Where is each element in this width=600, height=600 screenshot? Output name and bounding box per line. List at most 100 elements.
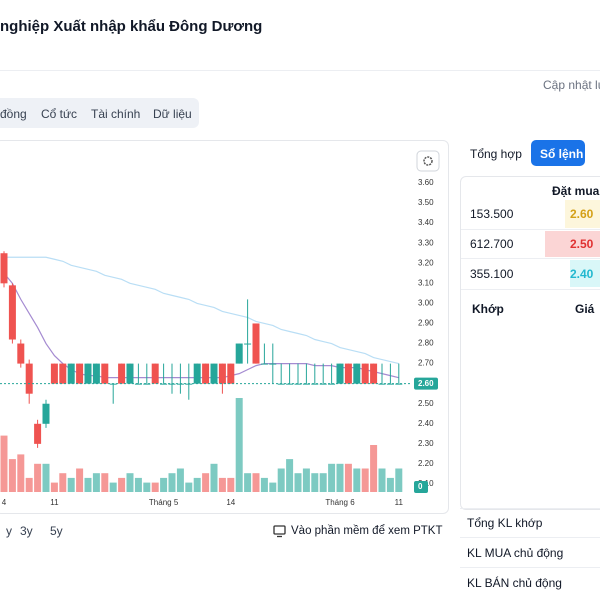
y-tick-label: 2.40	[418, 419, 434, 428]
candle-body	[252, 323, 260, 364]
candle-body	[59, 363, 67, 384]
candle-body	[361, 363, 369, 384]
candle-body	[42, 403, 50, 424]
candle-body	[151, 363, 159, 384]
bid-price: 2.40	[570, 267, 594, 281]
bid-volume: 355.100	[470, 267, 514, 281]
match-header: Khớp	[472, 302, 504, 316]
volume-bar	[134, 477, 142, 492]
volume-bar	[227, 477, 235, 492]
price-bg	[545, 231, 600, 257]
divider	[461, 258, 600, 259]
candle-body	[34, 423, 42, 444]
summary-label: Tổng KL khớp	[467, 516, 543, 530]
y-tick-label: 2.90	[418, 319, 434, 328]
x-tick-label: 14	[226, 498, 235, 507]
range-button[interactable]: y	[6, 524, 12, 538]
volume-bar	[269, 482, 277, 492]
volume-bar	[34, 463, 42, 492]
candle-body	[17, 343, 25, 364]
candle-body	[210, 363, 218, 384]
volume-bar	[42, 463, 50, 492]
tab[interactable]: đồng	[0, 107, 27, 121]
tab[interactable]: Tài chính	[91, 107, 141, 121]
x-tick-label: 11	[395, 498, 404, 507]
volume-bar	[126, 473, 134, 492]
candle-body	[193, 363, 201, 384]
summary-label: KL BÁN chủ động	[467, 576, 562, 590]
candle-body	[84, 363, 92, 384]
volume-bar	[17, 454, 25, 492]
ptkt-link[interactable]: Vào phần mềm để xem PTKT	[291, 525, 443, 537]
last-price-tag	[414, 377, 438, 390]
volume-bar	[176, 468, 184, 492]
x-tick-label: 4	[2, 498, 7, 507]
y-tick-label: 3.60	[418, 178, 434, 187]
divider	[460, 537, 600, 538]
candle-body	[302, 383, 310, 385]
volume-bar	[67, 477, 75, 492]
tab-bar	[0, 98, 199, 128]
volume-bar	[202, 473, 210, 492]
divider	[460, 508, 600, 509]
gear-icon	[423, 156, 433, 166]
volume-bar	[218, 477, 226, 492]
candle-body	[92, 363, 100, 384]
range-button[interactable]: 3y	[20, 524, 33, 538]
volume-bar	[185, 482, 193, 492]
candle-body	[336, 363, 344, 384]
tab[interactable]: Dữ liệu	[153, 107, 192, 121]
monitor-icon	[273, 525, 286, 538]
panel-tab[interactable]: Tổng hợp	[470, 147, 522, 161]
volume-bar	[118, 477, 126, 492]
candle-body	[319, 383, 327, 385]
volume-bar	[395, 468, 403, 492]
price-bg	[570, 260, 600, 287]
volume-bar	[302, 468, 310, 492]
volume-tag	[414, 481, 428, 493]
candle-body	[76, 363, 84, 384]
range-button[interactable]: 5y	[50, 524, 63, 538]
volume-bar	[143, 482, 151, 492]
candle-body	[260, 363, 268, 365]
volume-bar	[361, 468, 369, 492]
x-tick-label: 11	[50, 498, 59, 507]
volume-bar	[235, 398, 243, 492]
candle-body	[160, 383, 168, 385]
y-tick-label: 3.30	[418, 238, 434, 247]
settings-button[interactable]	[416, 150, 440, 172]
y-tick-label: 3.40	[418, 218, 434, 227]
page-title: nghiệp Xuất nhập khẩu Đông Dương	[0, 18, 263, 35]
volume-bar	[286, 459, 294, 492]
y-tick-label: 2.80	[418, 339, 434, 348]
panel-tab[interactable]: Sổ lệnh	[540, 147, 584, 161]
volume-bar	[84, 477, 92, 492]
volume-bar	[277, 468, 285, 492]
candle-body	[395, 383, 403, 385]
candle-body	[134, 383, 142, 385]
y-tick-label: 2.70	[418, 359, 434, 368]
volume-bar	[8, 459, 16, 492]
active-tab-bg	[531, 140, 585, 166]
volume-bar	[101, 473, 109, 492]
volume-bar	[210, 463, 218, 492]
y-tick-label: 2.50	[418, 399, 434, 408]
volume-bar	[76, 468, 84, 492]
divider	[0, 70, 600, 71]
divider	[461, 229, 600, 230]
y-tick-label: 3.50	[418, 198, 434, 207]
volume-bar	[328, 463, 336, 492]
volume-bar	[109, 482, 117, 492]
candle-body	[50, 363, 58, 384]
summary-label: KL MUA chủ động	[467, 546, 564, 560]
x-tick-label: Tháng 6	[325, 498, 355, 507]
candle-body	[0, 253, 8, 284]
volume-bar	[336, 463, 344, 492]
y-tick-label: 3.10	[418, 278, 434, 287]
volume-bar	[344, 463, 352, 492]
volume-bar	[92, 473, 100, 492]
tab[interactable]: Cổ tức	[41, 107, 78, 121]
price-bg	[565, 200, 600, 228]
updated-time: Cập nhật lú	[543, 78, 600, 92]
